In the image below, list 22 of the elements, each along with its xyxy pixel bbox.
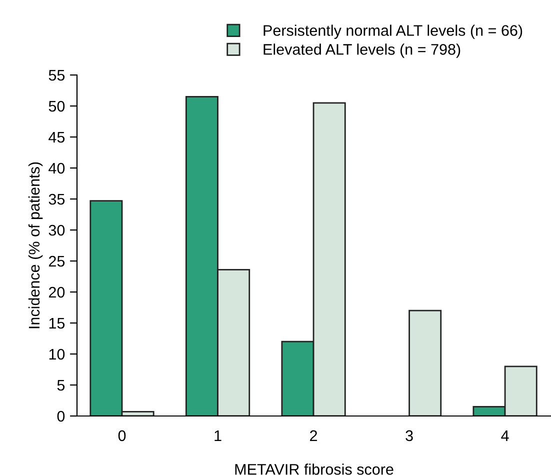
y-tick-label: 15 <box>49 318 65 329</box>
x-tick-label: 1 <box>214 430 222 441</box>
y-tick-label: 30 <box>48 224 65 236</box>
y-axis-title: Incidence (% of patients) <box>28 162 43 328</box>
y-tick-label: 40 <box>48 162 65 174</box>
y-tick-label: 20 <box>48 286 65 298</box>
y-tick-label: 35 <box>48 194 65 205</box>
y-tick-label: 10 <box>49 348 65 360</box>
legend-label: Persistently normal ALT levels (n = 66) <box>264 24 522 39</box>
bar <box>408 310 442 416</box>
y-tick-label: 50 <box>48 100 65 112</box>
y-tick-label: 5 <box>57 380 65 391</box>
y-tick-label: 55 <box>48 70 65 81</box>
y-tick-label: 25 <box>48 256 65 267</box>
x-axis-title: METAVIR fibrosis score <box>235 464 394 475</box>
x-tick-label: 0 <box>118 430 126 442</box>
x-tick-label: 2 <box>310 430 318 441</box>
x-tick-label: 4 <box>501 430 509 441</box>
legend-label: Elevated ALT levels (n = 798) <box>264 44 460 58</box>
y-tick-label: 0 <box>57 410 65 422</box>
x-tick-label: 3 <box>406 430 413 442</box>
y-tick-label: 45 <box>48 132 65 143</box>
